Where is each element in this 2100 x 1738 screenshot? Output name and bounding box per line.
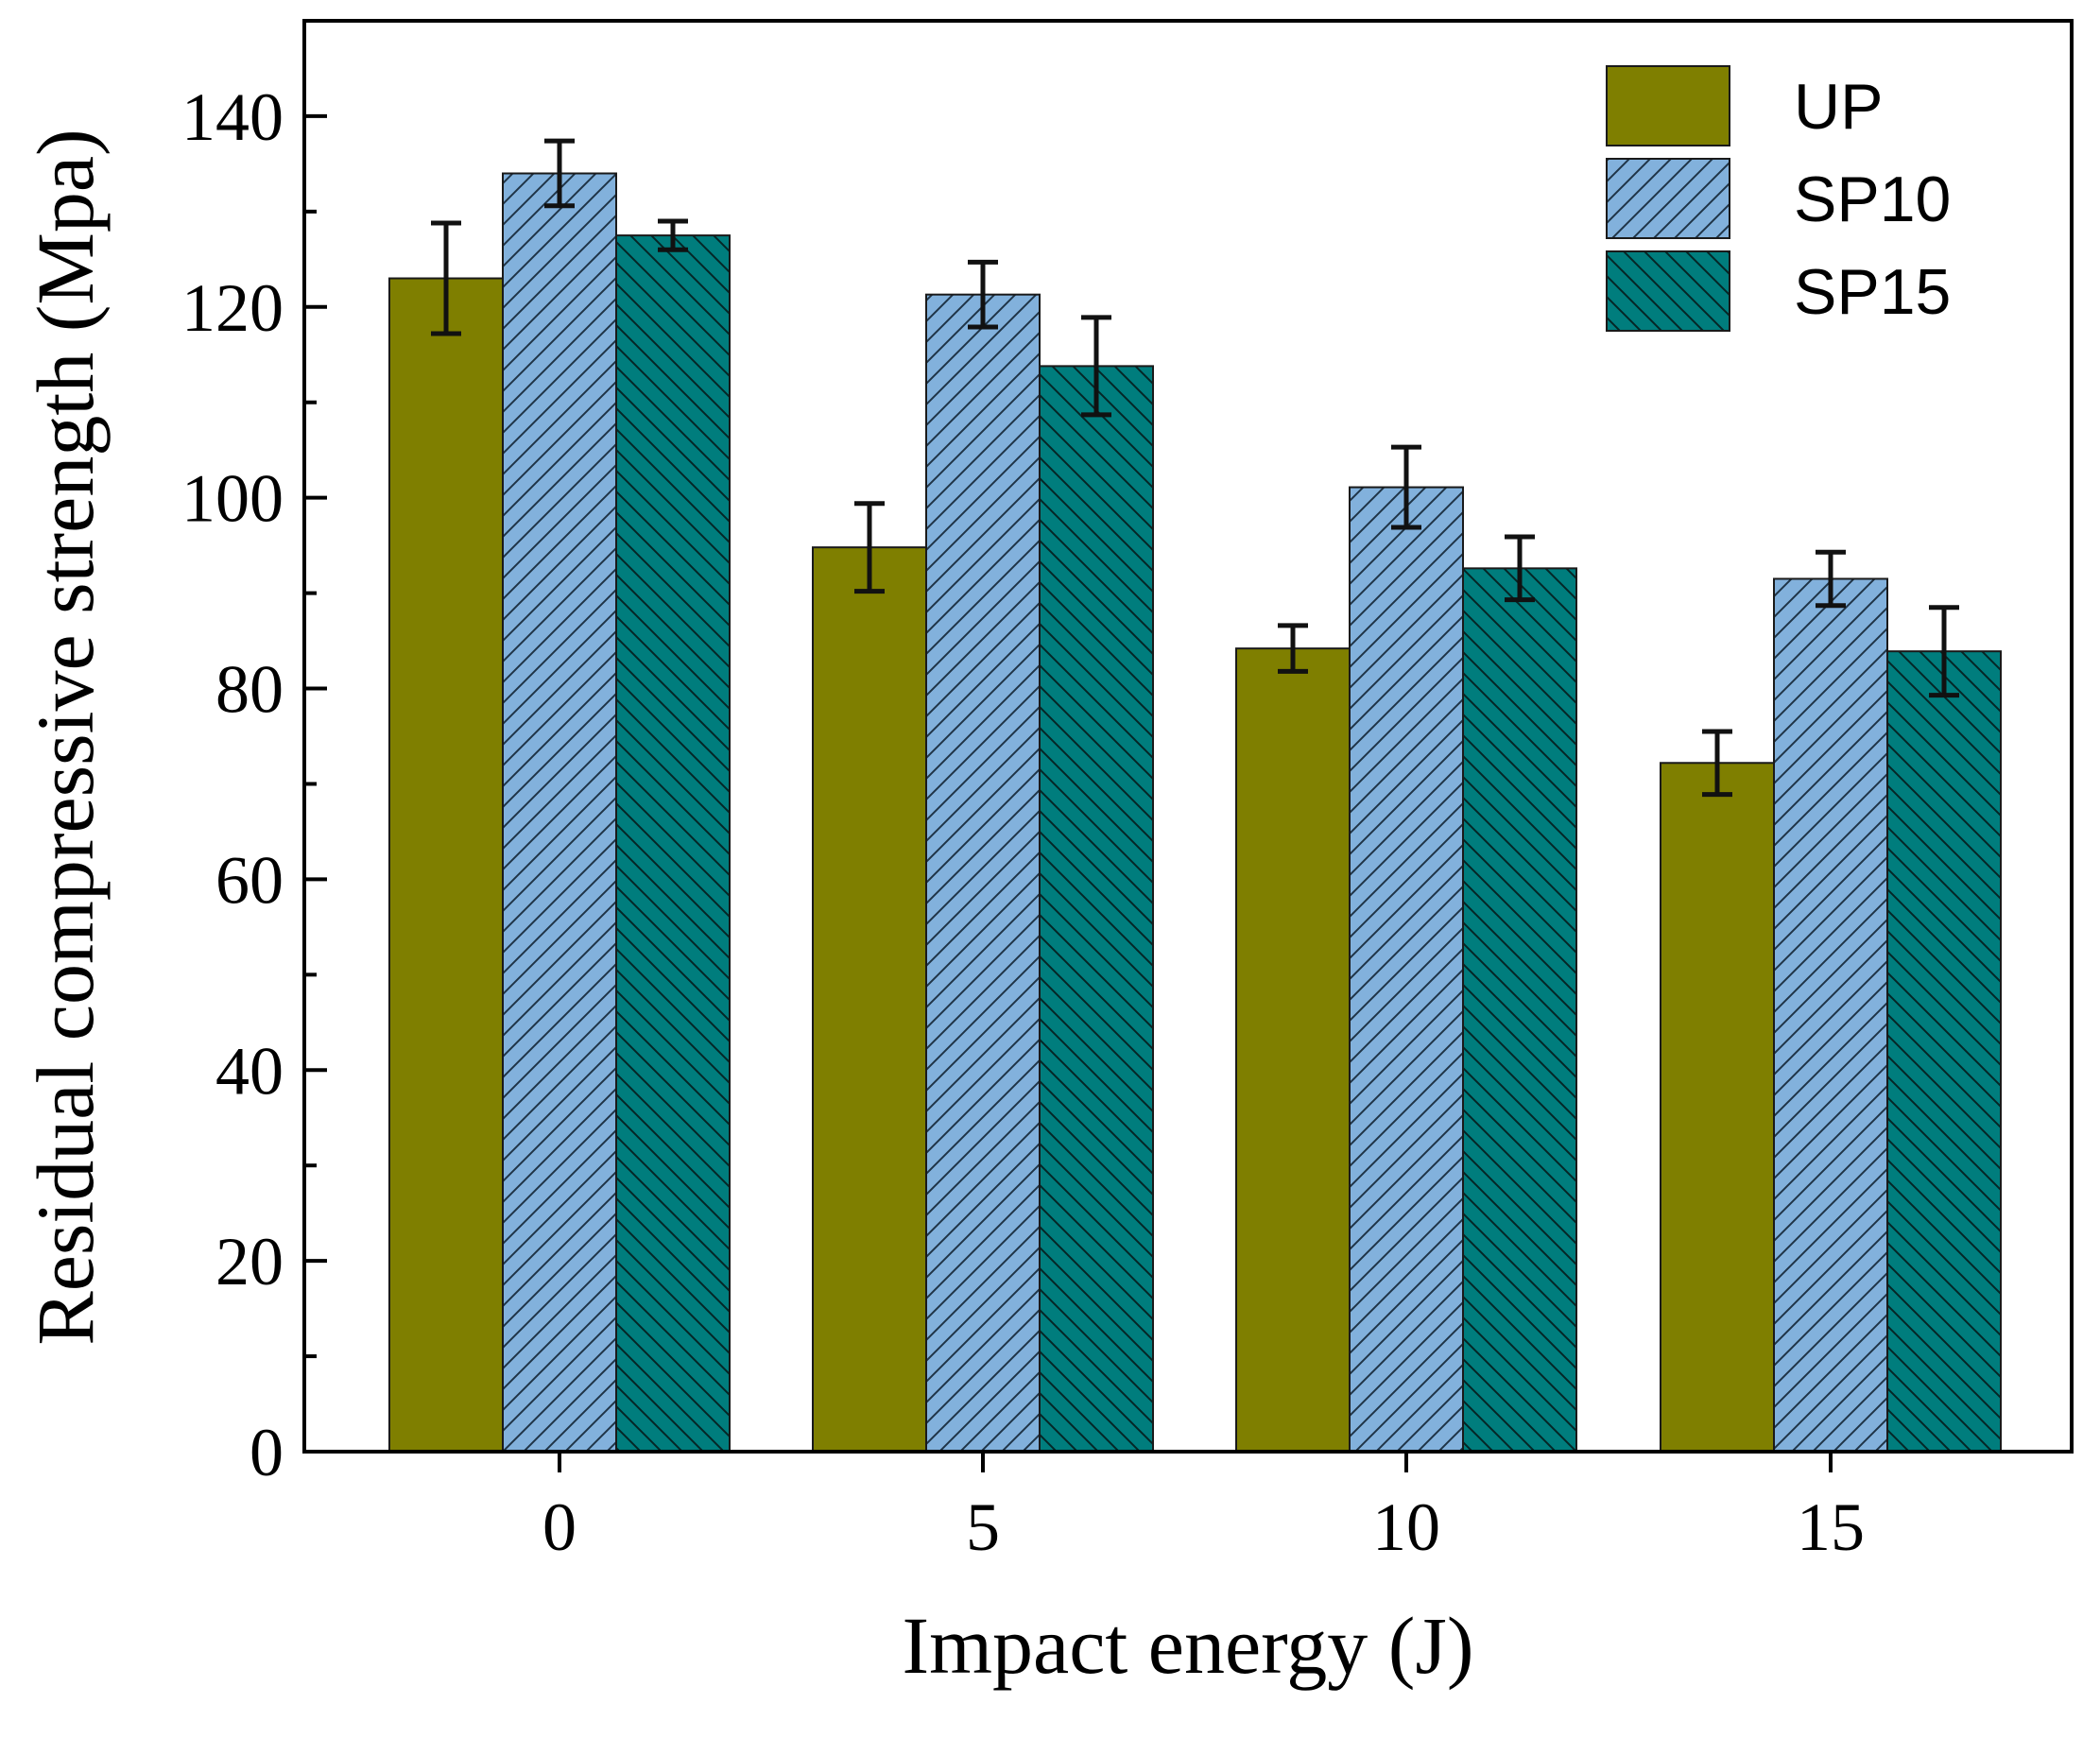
plot-frame — [302, 19, 2074, 1454]
y-tick-label: 100 — [181, 461, 284, 537]
error-bar-up-5 — [854, 501, 885, 594]
error-bar-sp15-0 — [658, 218, 688, 252]
y-tick-label: 20 — [215, 1224, 284, 1299]
error-bars-group — [431, 138, 1959, 798]
error-bar-up-15 — [1702, 729, 1732, 798]
bar-up-0 — [388, 277, 504, 1453]
bar-up-15 — [1660, 762, 1775, 1453]
bar-sp10-10 — [1349, 486, 1464, 1453]
y-tick-label: 40 — [215, 1033, 284, 1109]
error-bar-up-10 — [1278, 623, 1308, 674]
error-bar-sp10-0 — [544, 138, 575, 209]
bar-up-5 — [812, 546, 927, 1453]
bar-up-10 — [1235, 647, 1351, 1453]
error-bar-sp15-10 — [1505, 534, 1535, 603]
bar-sp10-0 — [502, 172, 617, 1454]
legend: UP SP10 SP15 — [1606, 65, 1951, 332]
bar-sp15-0 — [615, 234, 731, 1454]
x-tick-label: 5 — [966, 1489, 1000, 1565]
y-tick-label: 140 — [181, 79, 284, 155]
bar-sp15-10 — [1462, 567, 1577, 1453]
x-tick-label: 0 — [542, 1489, 577, 1565]
y-tick-label: 60 — [215, 842, 284, 918]
x-axis-ticks: 0 5 10 15 — [542, 1452, 1865, 1565]
error-bar-sp15-5 — [1081, 315, 1111, 418]
bars-group — [388, 172, 2002, 1454]
y-axis-ticks: 0 20 40 60 80 100 120 140 — [181, 79, 327, 1490]
legend-swatch-sp15 — [1606, 250, 1730, 332]
error-bar-sp15-15 — [1929, 605, 1959, 698]
bar-sp10-5 — [925, 293, 1041, 1453]
y-tick-label: 120 — [181, 270, 284, 346]
bar-sp15-15 — [1886, 650, 2002, 1453]
legend-label-sp15: SP15 — [1794, 256, 1951, 328]
x-axis-title: Impact energy (J) — [903, 1600, 1474, 1691]
legend-label-up: UP — [1794, 71, 1883, 143]
x-tick-label: 15 — [1797, 1489, 1865, 1565]
x-tick-label: 10 — [1372, 1489, 1440, 1565]
legend-swatch-up — [1606, 65, 1730, 146]
bar-sp10-15 — [1773, 577, 1888, 1453]
error-bar-up-0 — [431, 220, 461, 336]
y-axis-title: Residual compressive strength (Mpa) — [20, 129, 111, 1345]
y-tick-label: 80 — [215, 652, 284, 728]
y-tick-label: 0 — [250, 1415, 284, 1490]
bar-sp15-5 — [1039, 365, 1154, 1453]
legend-swatch-sp10 — [1606, 158, 1730, 239]
error-bar-sp10-15 — [1816, 549, 1846, 609]
legend-label-sp10: SP10 — [1794, 163, 1951, 235]
error-bar-sp10-5 — [968, 259, 998, 330]
error-bar-sp10-10 — [1391, 444, 1421, 530]
